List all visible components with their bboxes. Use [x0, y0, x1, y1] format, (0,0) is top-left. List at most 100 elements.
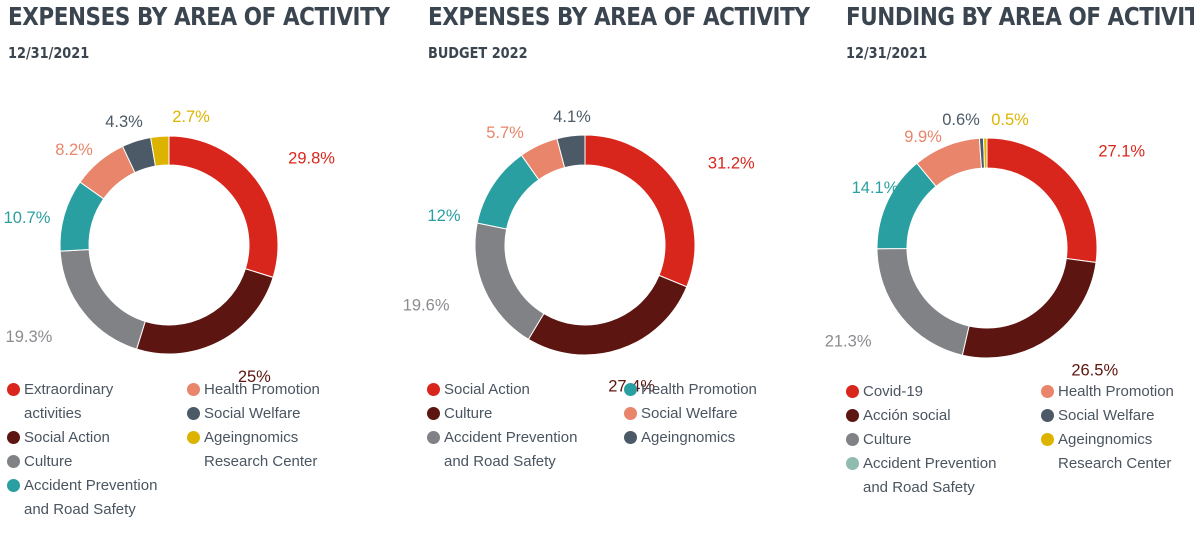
legend-item: Accident Prevention and Road Safety [846, 452, 1013, 500]
legend-label: Culture [444, 405, 493, 422]
legend-item: Culture [7, 450, 72, 474]
legend-marker [7, 383, 20, 396]
legend-label: Accident Prevention and Road Safety [863, 455, 997, 496]
slice-percent-label: 29.8% [288, 149, 335, 167]
legend-label: Health Promotion [1058, 383, 1174, 400]
slice-percent-label: 10.7% [4, 209, 51, 227]
donut-chart: 31.2%27.4%19.6%12%5.7%4.1% [403, 108, 755, 395]
legend-marker [7, 479, 20, 492]
legend-marker [7, 431, 20, 444]
donut-slice [556, 134, 586, 169]
legend-label: Health Promotion [204, 381, 320, 398]
donut-chart: 29.8% 25% 19.3% 10.7% 8.2% 4.3% 2.7% [4, 108, 336, 386]
slice-percent-label: 2.7% [172, 108, 210, 126]
slice-percent-label: 0.6% [942, 111, 980, 129]
chart-panel-funding-2021: FUNDING BY AREA OF ACTIVITY 12/31/2021 2… [825, 0, 1194, 539]
legend-item: Health Promotion [624, 378, 757, 402]
legend-label: Culture [24, 453, 73, 470]
legend-label: Ageingnomics Research Center [1058, 431, 1172, 472]
slice-percent-label: 0.5% [991, 111, 1029, 129]
slice-percent-label: 19.3% [6, 328, 53, 346]
legend-item: Acción social [846, 404, 951, 428]
legend-marker [1041, 433, 1054, 446]
chart-title: EXPENSES BY AREA OF ACTIVITY [428, 2, 810, 31]
legend-item: Ageingnomics Research Center [187, 426, 334, 474]
legend-item: Culture [427, 402, 492, 426]
legend-marker [187, 407, 200, 420]
donut-slice [876, 247, 970, 356]
legend-marker [7, 455, 20, 468]
legend-item: Covid-19 [846, 380, 923, 404]
slice-percent-label: 14.1% [852, 179, 899, 197]
donut-slice [983, 137, 988, 169]
slice-percent-label: 5.7% [486, 124, 524, 142]
legend-item: Ageingnomics Research Center [1041, 428, 1183, 476]
legend-item: Social Action [7, 426, 110, 450]
legend-item: Health Promotion [187, 378, 320, 402]
slice-percent-label: 9.9% [904, 128, 942, 146]
legend-marker [624, 431, 637, 444]
legend-marker [187, 431, 200, 444]
legend-marker [427, 407, 440, 420]
chart-panel-expenses-budget-2022: EXPENSES BY AREA OF ACTIVITY BUDGET 2022… [403, 0, 820, 539]
legend-item: Health Promotion [1041, 380, 1174, 404]
legend-item: Accident Prevention and Road Safety [7, 474, 174, 522]
legend-marker [427, 431, 440, 444]
legend-marker [1041, 385, 1054, 398]
donut-slice [986, 137, 1098, 264]
chart-subtitle: 12/31/2021 [8, 44, 90, 62]
slice-percent-label: 4.3% [105, 113, 143, 131]
legend-label: Extraordinary activities [24, 381, 114, 422]
legend-label: Social Action [444, 381, 530, 398]
legend-label: Accident Prevention and Road Safety [444, 429, 578, 470]
chart-panel-expenses-2021: EXPENSES BY AREA OF ACTIVITY 12/31/2021 … [0, 0, 400, 539]
legend-marker [624, 383, 637, 396]
legend-label: Culture [863, 431, 912, 448]
legend-label: Social Action [24, 429, 110, 446]
donut-slice [527, 274, 688, 356]
legend-label: Ageingnomics Research Center [204, 429, 318, 470]
legend-marker [846, 433, 859, 446]
legend-marker [187, 383, 200, 396]
legend-label: Social Welfare [641, 405, 738, 422]
legend-item: Social Action [427, 378, 530, 402]
donut-slice [135, 268, 274, 355]
donut-slice [150, 135, 170, 167]
donut-slice [584, 134, 696, 288]
legend-item: Accident Prevention and Road Safety [427, 426, 594, 474]
slice-percent-label: 19.6% [403, 297, 450, 315]
chart-title: FUNDING BY AREA OF ACTIVITY [846, 2, 1194, 31]
slice-percent-label: 4.1% [553, 108, 591, 126]
legend-label: Social Welfare [1058, 407, 1155, 424]
legend-item: Social Welfare [187, 402, 300, 426]
legend-marker [846, 457, 859, 470]
legend-marker [624, 407, 637, 420]
slice-percent-label: 8.2% [55, 141, 93, 159]
legend-label: Accident Prevention and Road Safety [24, 477, 158, 518]
donut-slice [168, 135, 279, 279]
slice-percent-label: 25% [238, 368, 271, 386]
legend-label: Covid-19 [863, 383, 924, 400]
donut-slice [59, 248, 146, 350]
legend-label: Social Welfare [204, 405, 301, 422]
chart-subtitle: BUDGET 2022 [428, 44, 528, 62]
slice-percent-label: 31.2% [708, 155, 755, 173]
legend-label: Ageingnomics [641, 429, 736, 446]
donut-slice [474, 222, 545, 341]
slice-percent-label: 27.1% [1098, 142, 1145, 160]
legend-marker [1041, 409, 1054, 422]
donut-chart: 27.1% 26.5% 21.3% 14.1% 9.9%0.6% 0.5% [825, 111, 1146, 380]
legend-marker [846, 385, 859, 398]
legend-item: Social Welfare [624, 402, 737, 426]
slice-percent-label: 12% [427, 207, 460, 225]
chart-title: EXPENSES BY AREA OF ACTIVITY [8, 2, 390, 31]
legend-label: Health Promotion [641, 381, 757, 398]
legend-label: Acción social [863, 407, 951, 424]
slice-percent-label: 26.5% [1071, 362, 1118, 380]
donut-slice [961, 257, 1097, 359]
slice-percent-label: 21.3% [825, 333, 872, 351]
legend-item: Culture [846, 428, 911, 452]
legend-item: Extraordinary activities [7, 378, 134, 426]
legend-marker [846, 409, 859, 422]
chart-subtitle: 12/31/2021 [846, 44, 928, 62]
